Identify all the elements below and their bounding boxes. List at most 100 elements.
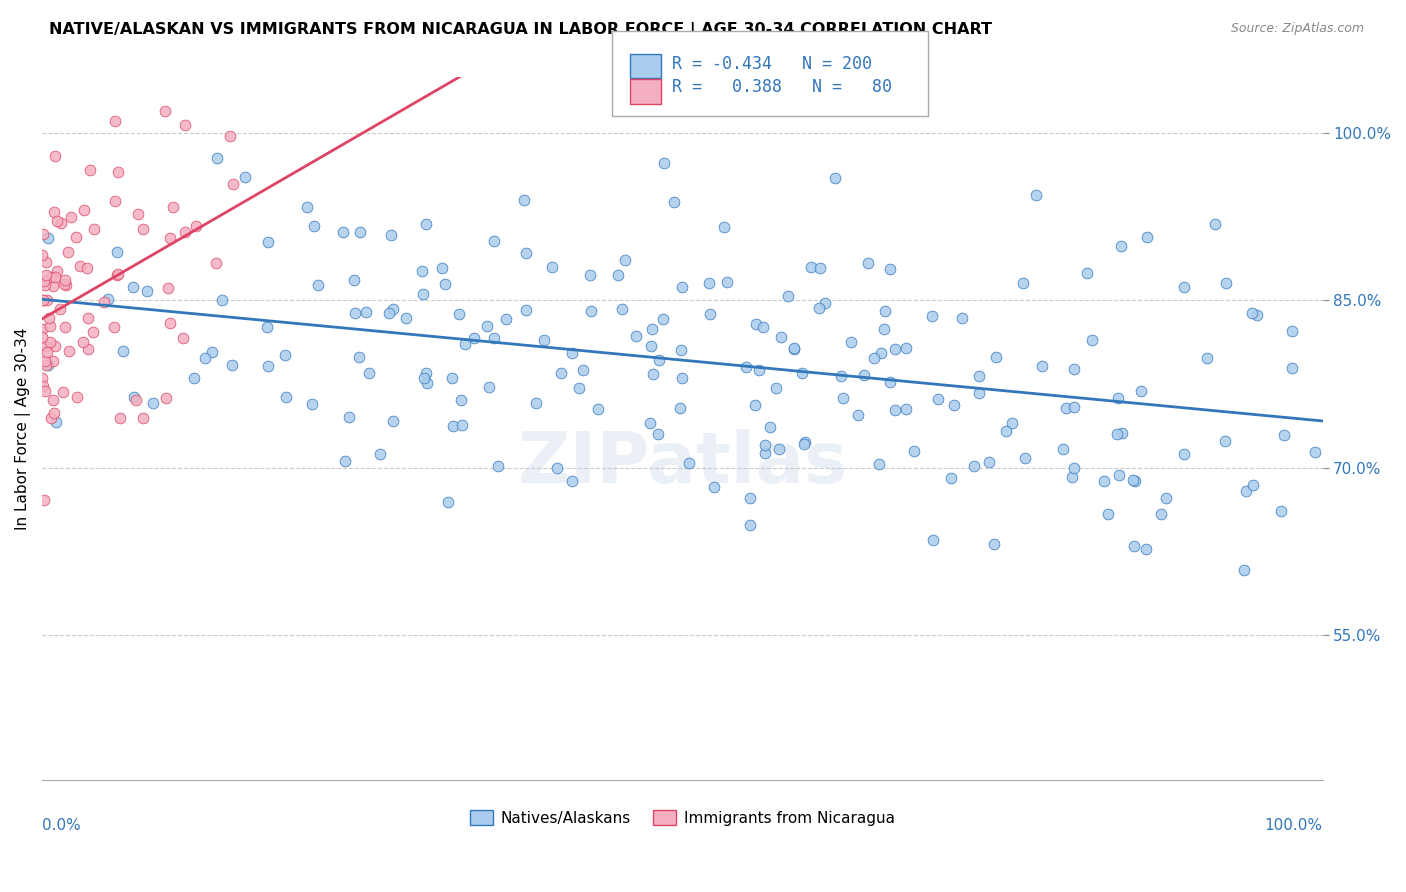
Point	[76, 261, 98, 276]
Point	[922, 533, 945, 548]
Point	[37, 358, 59, 372]
Point	[416, 376, 439, 390]
Point	[77, 342, 100, 356]
Point	[450, 392, 472, 407]
Point	[831, 391, 853, 405]
Point	[32, 293, 55, 307]
Point	[221, 358, 243, 372]
Point	[759, 420, 782, 434]
Point	[994, 424, 1017, 438]
Point	[93, 294, 115, 309]
Point	[53, 320, 76, 334]
Point	[233, 169, 256, 184]
Point	[678, 456, 700, 470]
Point	[1303, 445, 1326, 459]
Point	[652, 155, 675, 169]
Point	[765, 381, 787, 395]
Point	[211, 293, 233, 307]
Point	[1076, 266, 1098, 280]
Point	[49, 216, 72, 230]
Point	[31, 322, 53, 336]
Point	[533, 333, 555, 347]
Text: R = -0.434   N = 200: R = -0.434 N = 200	[672, 55, 872, 73]
Point	[159, 231, 181, 245]
Point	[274, 348, 297, 362]
Point	[872, 322, 894, 336]
Point	[1272, 428, 1295, 442]
Point	[415, 366, 437, 380]
Point	[484, 331, 506, 345]
Point	[697, 277, 720, 291]
Point	[862, 351, 884, 366]
Point	[454, 337, 477, 351]
Point	[1122, 473, 1144, 487]
Point	[638, 416, 661, 430]
Point	[60, 210, 83, 224]
Point	[546, 460, 568, 475]
Point	[83, 222, 105, 236]
Point	[776, 288, 799, 302]
Point	[104, 194, 127, 208]
Point	[32, 293, 55, 308]
Point	[103, 320, 125, 334]
Point	[31, 379, 53, 393]
Point	[107, 165, 129, 179]
Point	[983, 537, 1005, 551]
Point	[1246, 308, 1268, 322]
Point	[440, 371, 463, 385]
Point	[873, 304, 896, 318]
Point	[35, 345, 58, 359]
Point	[1031, 359, 1053, 374]
Point	[515, 303, 537, 318]
Point	[449, 307, 471, 321]
Point	[744, 398, 766, 412]
Point	[524, 396, 547, 410]
Point	[69, 259, 91, 273]
Point	[1150, 507, 1173, 521]
Point	[380, 227, 402, 242]
Point	[896, 341, 918, 355]
Point	[626, 329, 648, 343]
Point	[967, 386, 990, 401]
Point	[614, 253, 637, 268]
Point	[1154, 491, 1177, 506]
Point	[349, 225, 371, 239]
Point	[607, 268, 630, 283]
Point	[35, 359, 58, 373]
Point	[879, 375, 901, 389]
Point	[699, 307, 721, 321]
Point	[846, 408, 869, 422]
Point	[222, 178, 245, 192]
Point	[46, 213, 69, 227]
Point	[1063, 461, 1085, 475]
Point	[515, 245, 537, 260]
Point	[105, 245, 128, 260]
Point	[157, 281, 180, 295]
Point	[610, 301, 633, 316]
Point	[395, 311, 418, 326]
Point	[1108, 468, 1130, 483]
Point	[132, 411, 155, 425]
Point	[343, 272, 366, 286]
Point	[1233, 563, 1256, 577]
Point	[42, 205, 65, 219]
Point	[44, 149, 66, 163]
Point	[35, 268, 58, 282]
Point	[942, 398, 965, 412]
Point	[430, 260, 453, 275]
Point	[219, 129, 242, 144]
Point	[1270, 504, 1292, 518]
Point	[800, 260, 823, 275]
Point	[155, 103, 177, 118]
Point	[1197, 351, 1219, 366]
Point	[58, 344, 80, 359]
Point	[437, 495, 460, 509]
Point	[939, 471, 962, 485]
Point	[159, 316, 181, 330]
Point	[297, 200, 319, 214]
Point	[132, 222, 155, 236]
Point	[31, 371, 53, 385]
Point	[96, 292, 118, 306]
Point	[647, 426, 669, 441]
Point	[853, 368, 876, 382]
